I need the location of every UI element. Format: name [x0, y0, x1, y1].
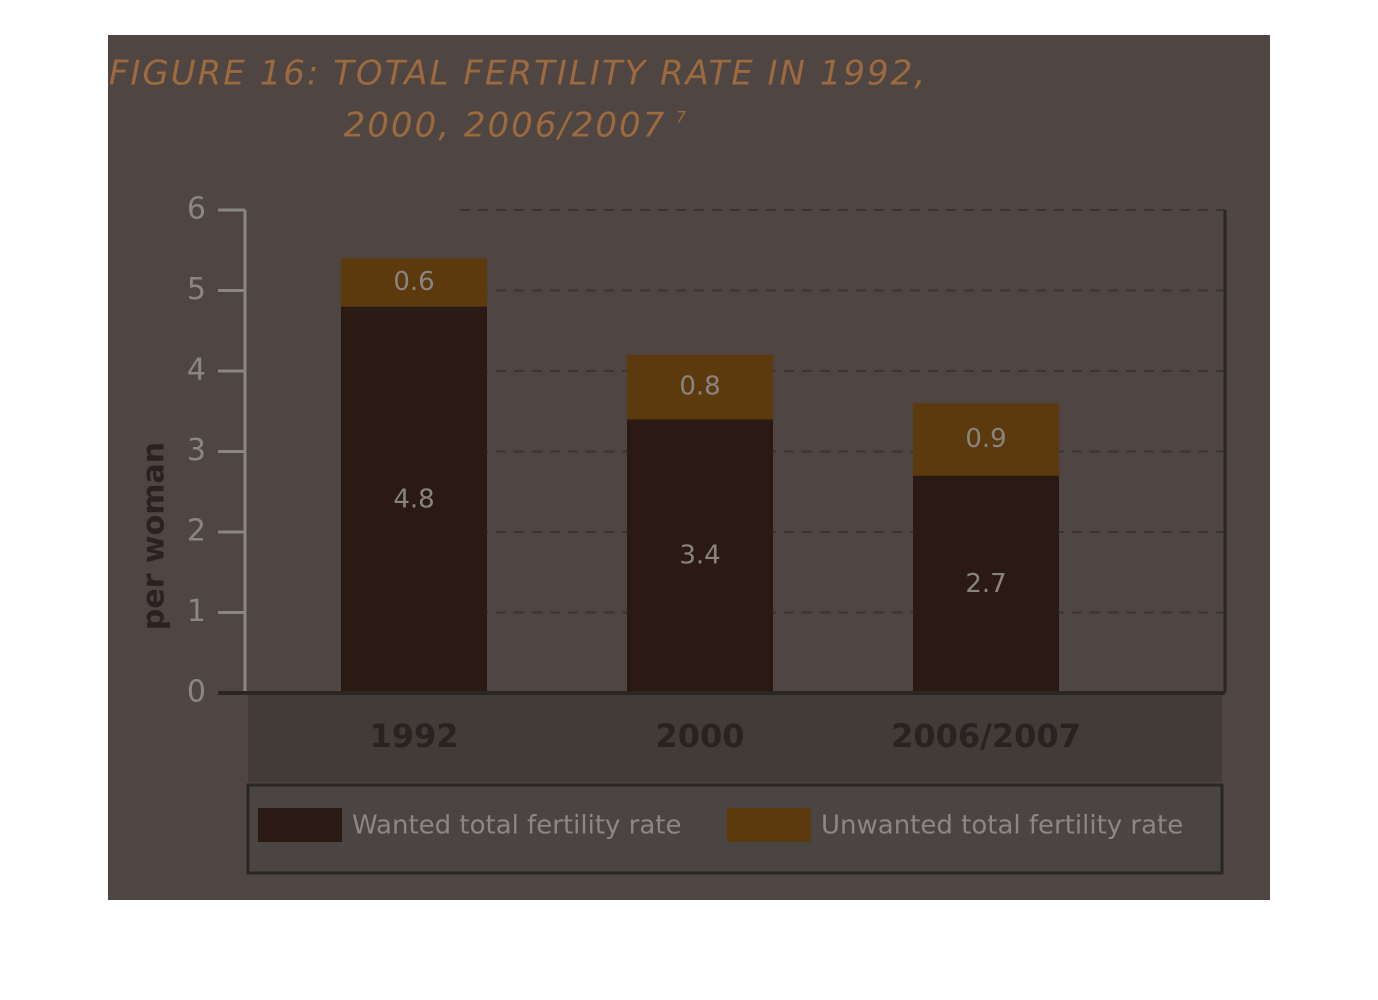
y-tick-label: 1: [187, 594, 206, 629]
bar-segment: [627, 419, 773, 693]
bar-segment: [627, 354, 773, 420]
category-band: [248, 693, 1222, 782]
value-label: 3.4: [679, 541, 720, 571]
chart-title: FIGURE 16: TOTAL FERTILITY RATE IN 1992,: [109, 54, 927, 94]
y-axis-label: per woman: [137, 442, 172, 630]
value-label: 0.8: [679, 372, 720, 402]
bar-segment: [341, 306, 487, 693]
legend-swatch: [258, 808, 342, 842]
value-label: 0.6: [393, 267, 434, 297]
bar-segment: [913, 475, 1059, 693]
y-tick-label: 2: [187, 514, 206, 549]
chart-title: 2000, 2006/2007: [344, 106, 667, 146]
y-tick-label: 0: [187, 675, 206, 710]
y-tick-label: 5: [187, 272, 206, 307]
legend-label: Unwanted total fertility rate: [821, 811, 1183, 841]
bar-segment: [913, 403, 1059, 476]
title-footnote: 7: [676, 108, 687, 127]
value-label: 2.7: [965, 569, 1006, 599]
legend-swatch: [727, 808, 811, 842]
x-tick-label: 1992: [369, 717, 458, 755]
y-tick-label: 6: [187, 192, 206, 227]
value-label: 0.9: [965, 424, 1006, 454]
legend-box: [246, 783, 1224, 875]
value-label: 4.8: [393, 484, 434, 514]
y-tick-label: 3: [187, 433, 206, 468]
bar-segment: [341, 258, 487, 307]
legend-label: Wanted total fertility rate: [352, 811, 682, 841]
y-tick-label: 4: [187, 353, 206, 388]
x-tick-label: 2000: [655, 717, 744, 755]
x-tick-label: 2006/2007: [891, 717, 1081, 755]
